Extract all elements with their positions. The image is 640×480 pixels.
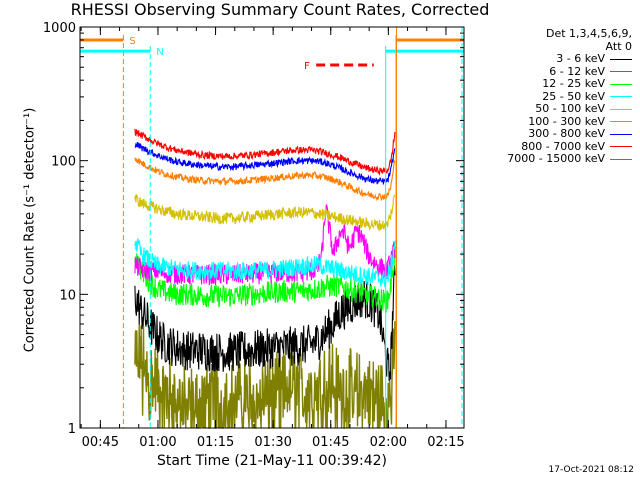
legend-label: 7000 - 15000 keV — [507, 152, 605, 166]
legend: Det 1,3,4,5,6,9, Att 0 3 - 6 keV 6 - 12 k… — [472, 28, 632, 166]
legend-label: 3 - 6 keV — [556, 52, 605, 66]
y-tick-label-1: 10 — [59, 288, 76, 303]
series-layer — [134, 128, 396, 429]
tick-label-layer: 00:45 01:00 01:15 01:30 01:45 02:00 02:15 1 10 10… — [43, 21, 465, 450]
legend-label: 12 - 25 keV — [542, 77, 605, 91]
x-tick-label-2: 01:15 — [197, 435, 234, 450]
legend-swatch — [610, 158, 632, 160]
legend-swatch — [610, 121, 632, 123]
x-axis-label: Start Time (21-May-11 00:39:42) — [156, 453, 388, 469]
legend-swatch — [610, 58, 632, 60]
x-tick-label-6: 02:15 — [427, 435, 464, 450]
legend-rows: 3 - 6 keV 6 - 12 keV 12 - 25 keV 25 - 50 ke… — [472, 53, 632, 166]
legend-item-5: 100 - 300 keV — [472, 114, 632, 129]
series-line-8 — [134, 321, 396, 429]
legend-item-3: 25 - 50 keV — [472, 89, 632, 104]
legend-item-6: 300 - 800 keV — [472, 128, 632, 141]
chart-title: RHESSI Observing Summary Count Rates, Co… — [70, 0, 490, 19]
annotation-layer: S N F — [80, 27, 464, 428]
y-tick-label-2: 100 — [51, 155, 76, 170]
series-line-6 — [134, 141, 396, 185]
legend-item-0: 3 - 6 keV — [472, 53, 632, 66]
legend-swatch — [610, 96, 632, 98]
x-tick-label-4: 01:45 — [312, 435, 349, 450]
legend-swatch — [610, 83, 632, 85]
legend-swatch — [610, 146, 632, 148]
timestamp: 17-Oct-2021 08:12 — [548, 465, 634, 475]
legend-detectors: Det 1,3,4,5,6,9, — [545, 27, 632, 40]
legend-swatch — [610, 108, 632, 110]
saa-label: S — [129, 36, 135, 47]
axes-layer — [79, 26, 465, 429]
series-line-2 — [134, 246, 396, 313]
x-tick-label-3: 01:30 — [254, 435, 291, 450]
plot-frame — [79, 26, 465, 429]
night-label: N — [156, 47, 163, 58]
legend-item-4: 50 - 100 keV — [472, 103, 632, 116]
legend-label: 800 - 7000 keV — [521, 139, 605, 153]
series-line-5 — [134, 157, 396, 202]
y-tick-label-3: 1000 — [43, 21, 76, 36]
legend-label: 100 - 300 keV — [528, 114, 605, 128]
legend-attenuator: Att 0 — [605, 39, 632, 53]
legend-label: 6 - 12 keV — [549, 64, 605, 78]
legend-item-8: 7000 - 15000 keV — [472, 153, 632, 166]
flare-label: F — [304, 61, 310, 72]
series-line-4 — [134, 193, 396, 232]
x-tick-label-0: 00:45 — [82, 435, 119, 450]
y-axis-label-wrap: Corrected Count Rate (s⁻¹ detector⁻¹) — [18, 70, 42, 390]
series-line-0 — [134, 265, 396, 381]
series-line-7 — [134, 128, 396, 176]
y-tick-label-0: 1 — [68, 422, 76, 437]
legend-label: 50 - 100 keV — [535, 102, 605, 116]
legend-swatch — [610, 71, 632, 73]
y-axis-label: Corrected Count Rate (s⁻¹ detector⁻¹) — [22, 107, 38, 353]
legend-item-1: 6 - 12 keV — [472, 64, 632, 79]
series-line-3 — [134, 238, 396, 288]
legend-label: 25 - 50 keV — [542, 89, 605, 103]
legend-label: 300 - 800 keV — [528, 127, 605, 141]
legend-item-7: 800 - 7000 keV — [472, 139, 632, 154]
legend-swatch — [610, 133, 632, 135]
x-tick-label-5: 02:00 — [370, 435, 407, 450]
legend-item-2: 12 - 25 keV — [472, 78, 632, 91]
x-tick-label-1: 01:00 — [139, 435, 176, 450]
